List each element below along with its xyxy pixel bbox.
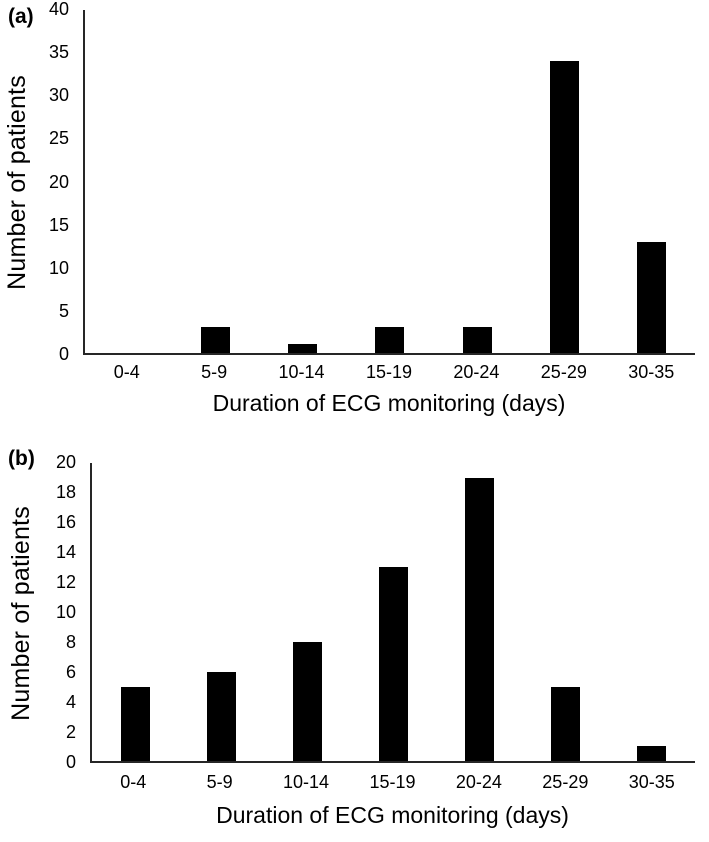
bar-slot [178, 463, 264, 761]
y-tick-label: 35 [48, 42, 69, 63]
plot-area: 0 5 10 15 20 25 30 35 40 [49, 0, 695, 363]
y-tick-label: 20 [48, 171, 69, 192]
bar-slot [264, 463, 350, 761]
y-tick-label: 30 [48, 85, 69, 106]
bar-slot [437, 463, 523, 761]
x-tick-label: 20-24 [455, 772, 502, 792]
y-tick-label: 12 [55, 572, 76, 592]
bar-5-9 [206, 671, 236, 761]
bar-slot [259, 10, 346, 353]
x-tick-label: 15-19 [369, 772, 416, 792]
bar-20-24 [462, 327, 492, 353]
bar-20-24 [465, 477, 495, 761]
y-tick-label: 2 [65, 722, 76, 742]
y-tick-label: 40 [48, 0, 69, 19]
y-tick-label: 25 [48, 128, 69, 149]
plot-area: 0 2 4 6 8 10 12 14 16 18 20 [56, 453, 695, 771]
bars [92, 463, 695, 761]
y-tick-label: 20 [55, 452, 76, 472]
bar-15-19 [378, 567, 408, 761]
y-tick-label: 10 [48, 257, 69, 278]
bar-15-19 [375, 327, 405, 353]
bar-slot [172, 10, 259, 353]
x-axis-labels: 0-4 5-9 10-14 15-19 20-24 25-29 30-35 [83, 363, 695, 381]
bar-slot [523, 463, 609, 761]
x-tick-label: 10-14 [283, 772, 330, 792]
x-tick-label: 5-9 [201, 362, 228, 382]
y-tick-label: 15 [48, 214, 69, 235]
y-tick-label: 16 [55, 512, 76, 532]
bar-25-29 [549, 61, 579, 353]
y-axis-ticks: 0 5 10 15 20 25 30 35 40 [23, 0, 77, 363]
y-tick-label: 10 [55, 602, 76, 622]
x-tick-label: 30-35 [628, 772, 675, 792]
panel-a: (a) Number of patients 0 5 10 15 20 25 30 35 40 … [0, 0, 709, 420]
x-tick-label: 10-14 [278, 362, 325, 382]
bar-slot [350, 463, 436, 761]
x-tick-label: 25-29 [540, 362, 587, 382]
bars [85, 10, 695, 353]
bar-10-14 [292, 641, 322, 761]
y-axis-ticks: 0 2 4 6 8 10 12 14 16 18 20 [30, 453, 84, 771]
bar-slot [608, 10, 695, 353]
panel-a-label: (a) [8, 5, 34, 28]
y-tick-label: 6 [65, 662, 76, 682]
x-tick-label: 25-29 [542, 772, 589, 792]
x-tick-label: 30-35 [628, 362, 675, 382]
bar-30-35 [637, 746, 667, 761]
x-tick-label: 0-4 [120, 772, 147, 792]
x-tick-label: 0-4 [113, 362, 140, 382]
bar-10-14 [288, 344, 318, 353]
y-tick-label: 5 [58, 300, 69, 321]
y-tick-label: 8 [65, 632, 76, 652]
bar-30-35 [636, 241, 666, 353]
bar-0-4 [120, 686, 150, 761]
y-tick-label: 14 [55, 542, 76, 562]
x-tick-label: 15-19 [365, 362, 412, 382]
y-tick-label: 18 [55, 482, 76, 502]
x-axis-labels: 0-4 5-9 10-14 15-19 20-24 25-29 30-35 [90, 773, 695, 791]
y-tick-label: 4 [65, 692, 76, 712]
panel-b-label: (b) [8, 447, 35, 470]
bar-25-29 [551, 686, 581, 761]
bar-slot [346, 10, 433, 353]
bar-slot [85, 10, 172, 353]
x-tick-label: 5-9 [206, 772, 233, 792]
panel-b: (b) Number of patients 0 2 4 6 8 10 12 14 16 18 20… [0, 420, 709, 842]
bar-5-9 [201, 327, 231, 353]
x-tick-label: 20-24 [453, 362, 500, 382]
y-tick-label: 0 [65, 752, 76, 772]
x-axis-title: Duration of ECG monitoring (days) [212, 390, 566, 416]
bar-slot [92, 463, 178, 761]
bar-slot [521, 10, 608, 353]
x-axis-title: Duration of ECG monitoring (days) [216, 802, 569, 828]
bar-slot [434, 10, 521, 353]
bar-slot [609, 463, 695, 761]
y-tick-label: 0 [58, 344, 69, 364]
